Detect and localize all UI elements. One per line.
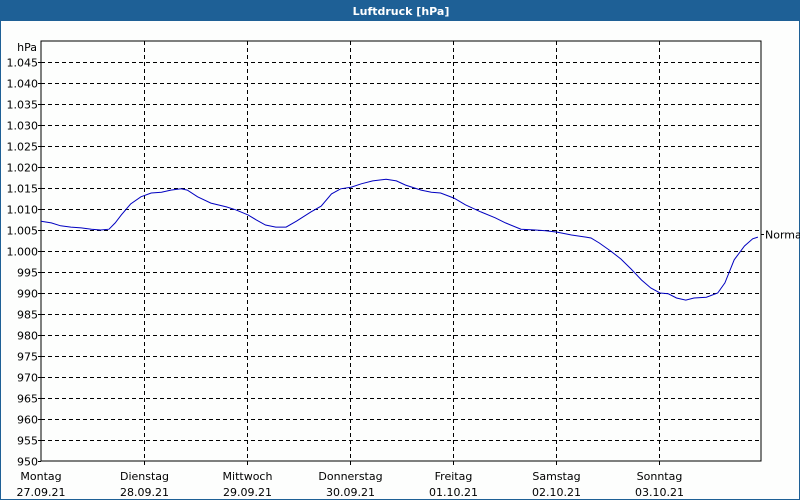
x-tick-date: 28.09.21 bbox=[120, 486, 169, 499]
normal-label: Normal bbox=[765, 229, 800, 242]
x-tick-date: 27.09.21 bbox=[17, 486, 66, 499]
x-tick-date: 02.10.21 bbox=[532, 486, 581, 499]
x-tick-date: 30.09.21 bbox=[326, 486, 375, 499]
x-tick-day: Samstag bbox=[532, 470, 580, 483]
x-tick-day: Donnerstag bbox=[318, 470, 382, 483]
x-tick-date: 03.10.21 bbox=[635, 486, 684, 499]
y-tick-label: 1.025 bbox=[7, 141, 39, 154]
y-tick-label: 980 bbox=[17, 330, 38, 343]
y-tick-label: 1.045 bbox=[7, 57, 39, 70]
x-tick-date: 29.09.21 bbox=[223, 486, 272, 499]
grid-lines bbox=[41, 41, 761, 461]
x-tick-day: Dienstag bbox=[120, 470, 169, 483]
y-tick-label: 955 bbox=[17, 435, 38, 448]
normal-reference: Normal bbox=[761, 229, 800, 242]
y-tick-label: 1.010 bbox=[7, 204, 39, 217]
y-tick-label: 1.000 bbox=[7, 246, 39, 259]
plot-frame bbox=[40, 40, 762, 462]
y-tick-label: 985 bbox=[17, 309, 38, 322]
y-tick-label: 975 bbox=[17, 351, 38, 364]
x-tick-day: Mittwoch bbox=[223, 470, 273, 483]
y-tick-label: 1.040 bbox=[7, 78, 39, 91]
y-tick-label: 965 bbox=[17, 393, 38, 406]
y-tick-label: 1.030 bbox=[7, 120, 39, 133]
y-tick-label: 995 bbox=[17, 267, 38, 280]
x-tick-day: Montag bbox=[20, 470, 61, 483]
y-unit-label: hPa bbox=[17, 41, 37, 54]
y-tick-label: 990 bbox=[17, 288, 38, 301]
y-tick-label: 1.005 bbox=[7, 225, 39, 238]
y-axis: hPa 1.045 1.040 1.035 1.030 1.025 1.020 1.015 1.… bbox=[7, 41, 41, 469]
y-tick-label: 950 bbox=[17, 456, 38, 469]
y-tick-label: 960 bbox=[17, 414, 38, 427]
x-tick-day: Freitag bbox=[435, 470, 473, 483]
x-axis: Montag 27.09.21 Dienstag 28.09.21 Mittwoch 29… bbox=[17, 461, 684, 499]
y-tick-label: 1.015 bbox=[7, 183, 39, 196]
x-tick-date: 01.10.21 bbox=[429, 486, 478, 499]
pressure-line bbox=[40, 178, 759, 301]
y-tick-label: 1.035 bbox=[7, 99, 39, 112]
y-tick-label: 970 bbox=[17, 372, 38, 385]
window-title: Luftdruck [hPa] bbox=[1, 1, 800, 21]
x-tick-day: Sonntag bbox=[637, 470, 683, 483]
y-tick-label: 1.020 bbox=[7, 162, 39, 175]
